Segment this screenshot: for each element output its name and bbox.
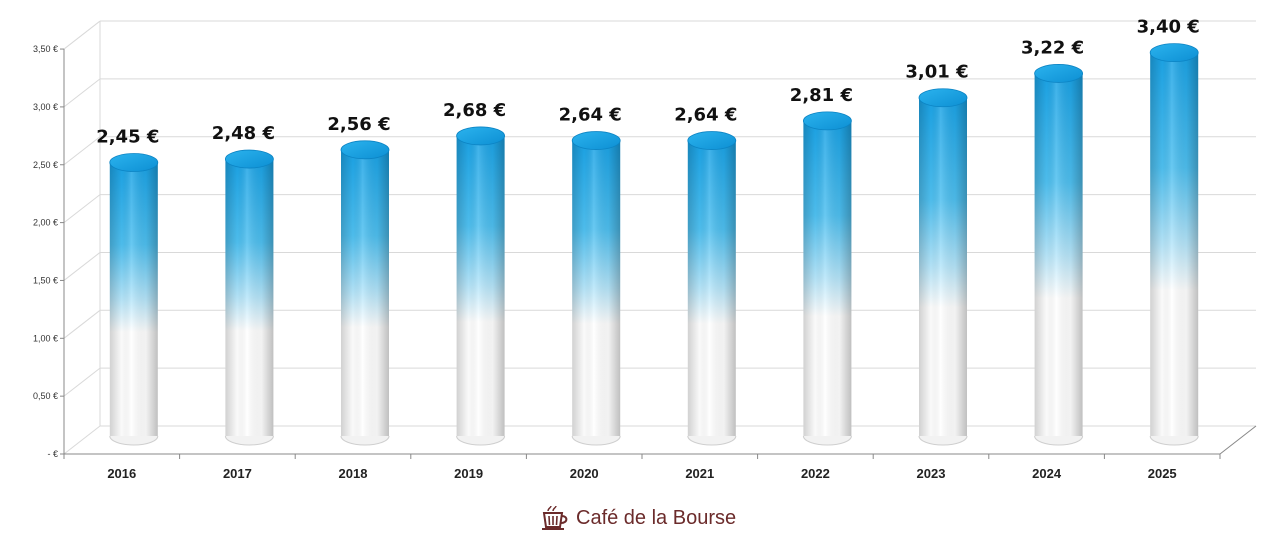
bar <box>802 111 852 446</box>
bar <box>687 131 737 446</box>
gridline-diagonal <box>63 78 101 108</box>
x-tick-label: 2021 <box>685 466 714 481</box>
floor-edge <box>1219 425 1257 455</box>
bar-base <box>456 436 505 446</box>
x-tick-label: 2016 <box>107 466 136 481</box>
bar-shading <box>1150 52 1199 437</box>
bar-shading <box>1034 73 1083 437</box>
y-tick-label: 1,00 € <box>33 333 58 343</box>
data-label: 2,48 € <box>212 123 275 144</box>
bar-cap <box>571 131 621 150</box>
bar-shading <box>687 140 736 436</box>
data-label: 3,40 € <box>1137 17 1200 38</box>
bar-shading <box>109 162 158 436</box>
bar-shading <box>572 140 621 436</box>
bar-base-edge <box>1149 435 1199 446</box>
x-tick-label: 2020 <box>570 466 599 481</box>
bar-base <box>1034 436 1083 446</box>
bar <box>109 153 159 446</box>
bar-shading <box>225 159 274 436</box>
bars-layer <box>109 43 1199 446</box>
bar-shading <box>456 135 505 436</box>
y-tick-label: - € <box>47 449 58 459</box>
brand-logo: Café de la Bourse <box>540 503 736 533</box>
bar <box>224 149 274 446</box>
y-tick-label: 2,50 € <box>33 160 58 170</box>
gridline-diagonal <box>63 252 101 281</box>
data-label: 3,22 € <box>1021 37 1084 58</box>
bar-chart: - € 0,50 € 1,00 € 1,50 € 2,00 € 2,50 € 3,00 € 3… <box>33 17 1257 481</box>
data-label: 2,64 € <box>674 105 737 126</box>
bar-base <box>225 436 274 446</box>
bar <box>1149 43 1199 446</box>
data-label: 3,01 € <box>905 62 968 83</box>
bar-base-edge <box>687 435 737 446</box>
y-tick-label: 2,00 € <box>33 218 58 228</box>
bar-base-edge <box>571 435 621 446</box>
bar-cap <box>1034 64 1083 83</box>
bar <box>456 126 506 446</box>
bar-base-edge <box>1034 435 1084 446</box>
bar-shading <box>803 120 852 437</box>
bar <box>918 88 968 446</box>
bar-base <box>109 436 158 446</box>
bar-base <box>919 436 967 445</box>
bar-base-edge <box>456 435 506 446</box>
bar-shading <box>341 149 389 437</box>
labels-layer: 2,45 € 2,48 € 2,56 € 2,68 € 2,64 € 2,64 € 2,81… <box>96 17 1200 148</box>
bar-base <box>1150 436 1199 446</box>
gridline-diagonal <box>63 136 101 166</box>
gridline-diagonal <box>63 20 101 50</box>
bar-base <box>803 436 852 446</box>
x-tick-label: 2022 <box>801 466 830 481</box>
bar-cap <box>803 111 852 131</box>
gridline-diagonal <box>63 425 101 455</box>
x-tick-label: 2025 <box>1148 466 1177 481</box>
bar-base-edge <box>918 435 968 446</box>
bar <box>1034 64 1084 446</box>
gridline-diagonal <box>63 309 101 339</box>
data-label: 2,56 € <box>327 114 390 135</box>
bar-base-edge <box>802 435 852 446</box>
bar-base <box>687 436 736 446</box>
x-tick-label: 2017 <box>223 466 252 481</box>
bar-cap <box>918 88 968 108</box>
bar-cap <box>224 149 274 169</box>
gridline-diagonal <box>63 194 101 223</box>
data-label: 2,64 € <box>559 105 622 126</box>
data-label: 2,68 € <box>443 100 506 121</box>
y-tick-label: 1,50 € <box>33 275 58 285</box>
x-tick-label: 2023 <box>917 466 946 481</box>
bar-base-edge <box>340 435 390 446</box>
y-tick-label: 3,00 € <box>33 102 58 112</box>
y-tick-label: 3,50 € <box>33 44 58 54</box>
bar <box>340 140 390 446</box>
coffee-cup-icon <box>542 505 568 530</box>
bar-cap <box>456 126 506 146</box>
brand-name: Café de la Bourse <box>576 506 737 529</box>
gridline-diagonal <box>63 367 101 397</box>
x-tick-label: 2024 <box>1032 466 1062 481</box>
y-tick-label: 0,50 € <box>33 391 58 401</box>
axis-layer: - € 0,50 € 1,00 € 1,50 € 2,00 € 2,50 € 3,00 € 3… <box>33 44 1257 481</box>
x-tick-label: 2018 <box>339 466 368 481</box>
bar-base <box>341 436 389 445</box>
bar-cap <box>340 140 390 160</box>
bar-base-edge <box>109 435 159 446</box>
bar-base <box>572 436 621 446</box>
bar <box>571 131 621 446</box>
data-label: 2,45 € <box>96 127 159 148</box>
x-tick-label: 2019 <box>454 466 483 481</box>
bar-base-edge <box>224 435 274 446</box>
bar-cap <box>687 131 737 150</box>
bar-cap <box>109 153 159 172</box>
data-label: 2,81 € <box>790 85 853 106</box>
bar-shading <box>919 97 967 437</box>
bar-cap <box>1149 43 1199 63</box>
